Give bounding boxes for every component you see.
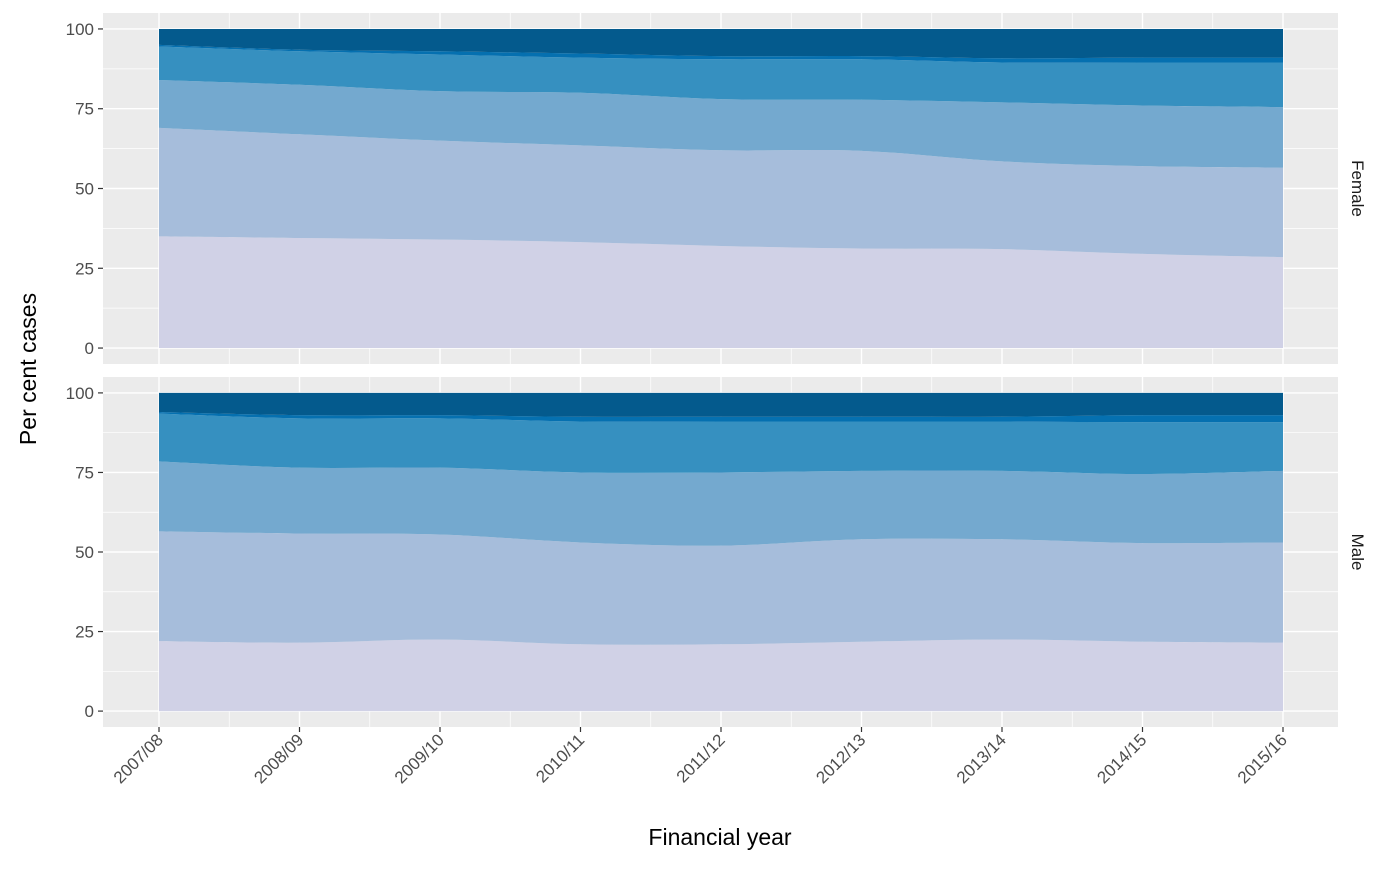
y-tick-label-female: 0 — [85, 339, 94, 358]
y-tick-label-male: 0 — [85, 702, 94, 721]
strip-label-male: Male — [1348, 534, 1367, 571]
strip-label-female: Female — [1348, 160, 1367, 217]
y-axis-title: Per cent cases — [15, 293, 41, 445]
area-series-5-female — [159, 44, 1283, 63]
area-series-4-female — [159, 46, 1283, 108]
area-series-6-female — [159, 28, 1283, 59]
y-tick-label-male: 25 — [75, 623, 94, 642]
area-series-1-female — [159, 236, 1283, 349]
x-axis-title: Financial year — [648, 824, 792, 850]
strip-background-male — [1338, 377, 1367, 727]
y-tick-label-female: 100 — [66, 20, 94, 39]
area-series-2-female — [159, 127, 1283, 258]
area-series-3-male — [159, 461, 1283, 546]
y-tick-label-male: 75 — [75, 463, 94, 482]
area-series-6-male — [159, 392, 1283, 417]
y-tick-label-male: 50 — [75, 543, 94, 562]
y-tick-label-female: 75 — [75, 100, 94, 119]
area-series-3-female — [159, 80, 1283, 168]
area-series-1-male — [159, 639, 1283, 712]
y-tick-label-female: 25 — [75, 259, 94, 278]
strip-background-female — [1338, 13, 1367, 364]
area-series-4-male — [159, 413, 1283, 475]
area-series-2-male — [159, 531, 1283, 645]
y-tick-label-female: 50 — [75, 180, 94, 199]
y-tick-label-male: 100 — [66, 384, 94, 403]
area-series-5-male — [159, 412, 1283, 423]
